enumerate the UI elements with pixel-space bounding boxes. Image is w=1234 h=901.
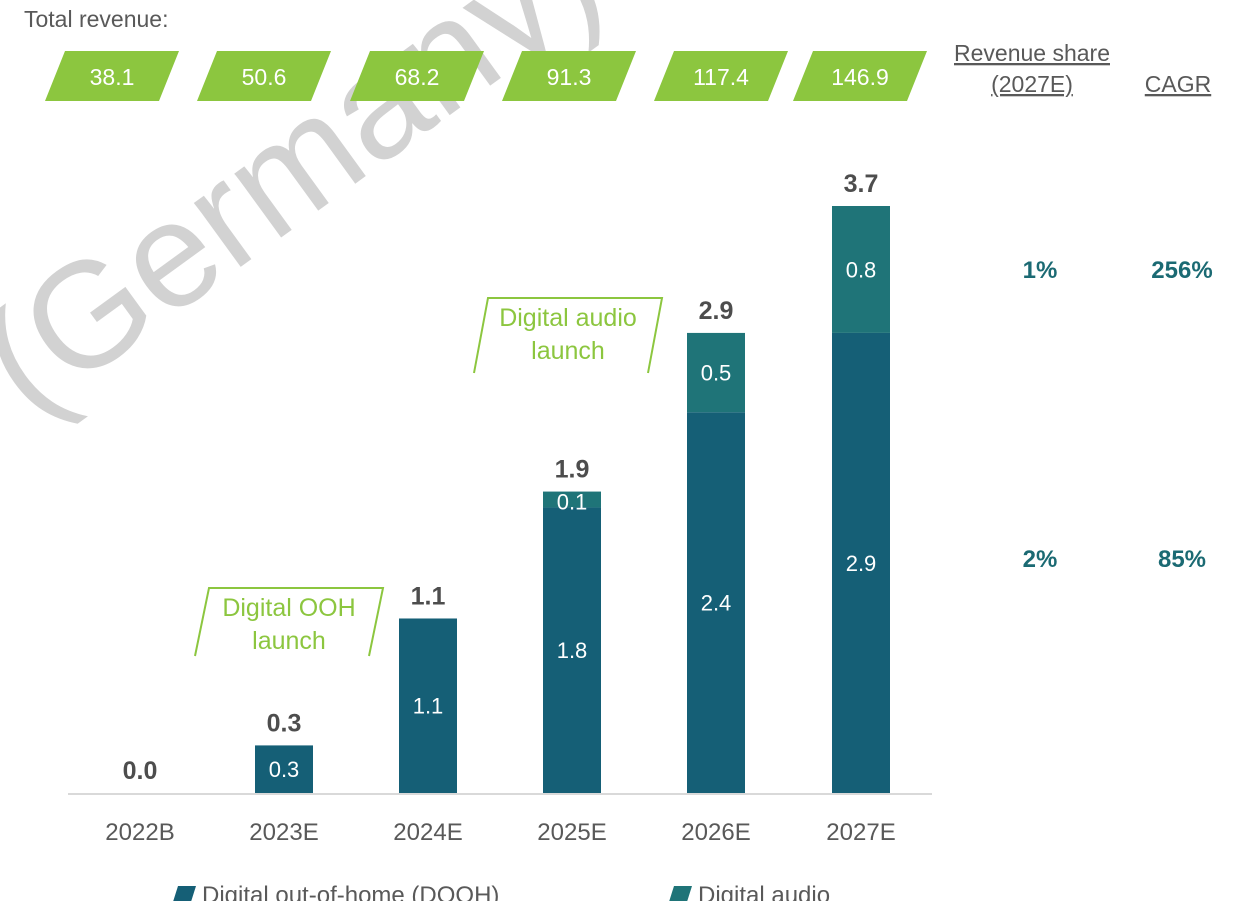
bar-dooh [543, 507, 601, 793]
revenue-share-header-line-1: Revenue share [954, 40, 1110, 66]
revenue-box [45, 51, 179, 101]
revenue-box [350, 51, 484, 101]
bar-audio-label: 0.5 [701, 361, 732, 386]
x-tick-label: 2026E [681, 819, 750, 846]
annotation-text: launch [252, 627, 326, 655]
bar-dooh [255, 745, 313, 793]
bar-audio-label: 0.1 [557, 490, 588, 515]
revenue-box-value: 38.1 [90, 64, 135, 90]
x-tick-label: 2022B [105, 819, 174, 846]
revenue-box [793, 51, 927, 101]
bar-dooh-label: 1.8 [557, 638, 588, 663]
bar-audio-label: 0.8 [846, 257, 877, 282]
revenue-box [654, 51, 788, 101]
annotations: Digital OOH launch Digital audio launch [194, 297, 664, 657]
bar-dooh-label: 2.9 [846, 551, 877, 576]
legend-label: Digital out-of-home (DOOH) [202, 882, 499, 901]
annotation-text: launch [531, 337, 605, 365]
revenue-share-header-line-2: (2027E) [991, 71, 1073, 97]
revenue-box-value: 117.4 [693, 64, 749, 90]
bar-total-label: 2.9 [699, 297, 734, 325]
bar-digital-audio [832, 206, 890, 333]
revenue-box-value: 146.9 [831, 64, 889, 90]
bar-dooh-label: 2.4 [701, 591, 732, 616]
cagr-value: 256% [1151, 257, 1212, 284]
bar-total-label: 1.9 [555, 456, 590, 484]
revenue-box [197, 51, 331, 101]
legend-swatch [669, 886, 692, 901]
bar-total-label: 0.0 [123, 757, 158, 785]
annotation-frame [194, 587, 385, 657]
bar-dooh [832, 332, 890, 793]
side-metrics: 2% 85% 1% 256% [1023, 257, 1213, 573]
bar-total-label: 1.1 [411, 582, 446, 610]
cagr-value: 85% [1158, 546, 1206, 573]
revenue-share-value: 2% [1023, 546, 1058, 573]
bar-dooh-label: 0.3 [269, 757, 300, 782]
legend-swatch [173, 886, 196, 901]
x-tick-label: 2024E [393, 819, 462, 846]
bar-dooh [687, 412, 745, 793]
total-revenue-row: 38.1 50.6 68.2 91.3 117.4 146.9 [45, 51, 927, 101]
bar-dooh-label: 1.1 [413, 694, 444, 719]
revenue-box-value: 91.3 [547, 64, 592, 90]
x-tick-label: 2025E [537, 819, 606, 846]
revenue-box-value: 68.2 [395, 64, 440, 90]
revenue-share-header: Revenue share (2027E) [954, 40, 1110, 97]
revenue-share-value: 1% [1023, 257, 1058, 284]
cagr-header: CAGR [1145, 71, 1211, 97]
annotation-frame [473, 297, 664, 374]
annotation-text: Digital OOH [222, 594, 355, 622]
bar-dooh [399, 618, 457, 793]
bar-digital-audio [543, 491, 601, 508]
x-tick-label: 2027E [826, 819, 895, 846]
bar-total-label: 3.7 [844, 170, 879, 198]
bars: 0.0 0.3 0.3 1.1 1.1 1.8 0.1 1.9 2.4 0.5 2.9 2.9 0.8 3… [123, 170, 890, 793]
legend: Digital out-of-home (DOOH) Digital audio [173, 882, 830, 901]
revenue-box [502, 51, 636, 101]
x-tick-label: 2023E [249, 819, 318, 846]
bar-digital-audio [687, 332, 745, 413]
total-revenue-label: Total revenue: [24, 6, 168, 32]
revenue-box-value: 50.6 [242, 64, 287, 90]
bar-total-label: 0.3 [267, 709, 302, 737]
legend-label: Digital audio [698, 882, 830, 901]
annotation-text: Digital audio [499, 304, 637, 332]
x-axis-ticks: 2022B 2023E 2024E 2025E 2026E 2027E [105, 819, 895, 846]
